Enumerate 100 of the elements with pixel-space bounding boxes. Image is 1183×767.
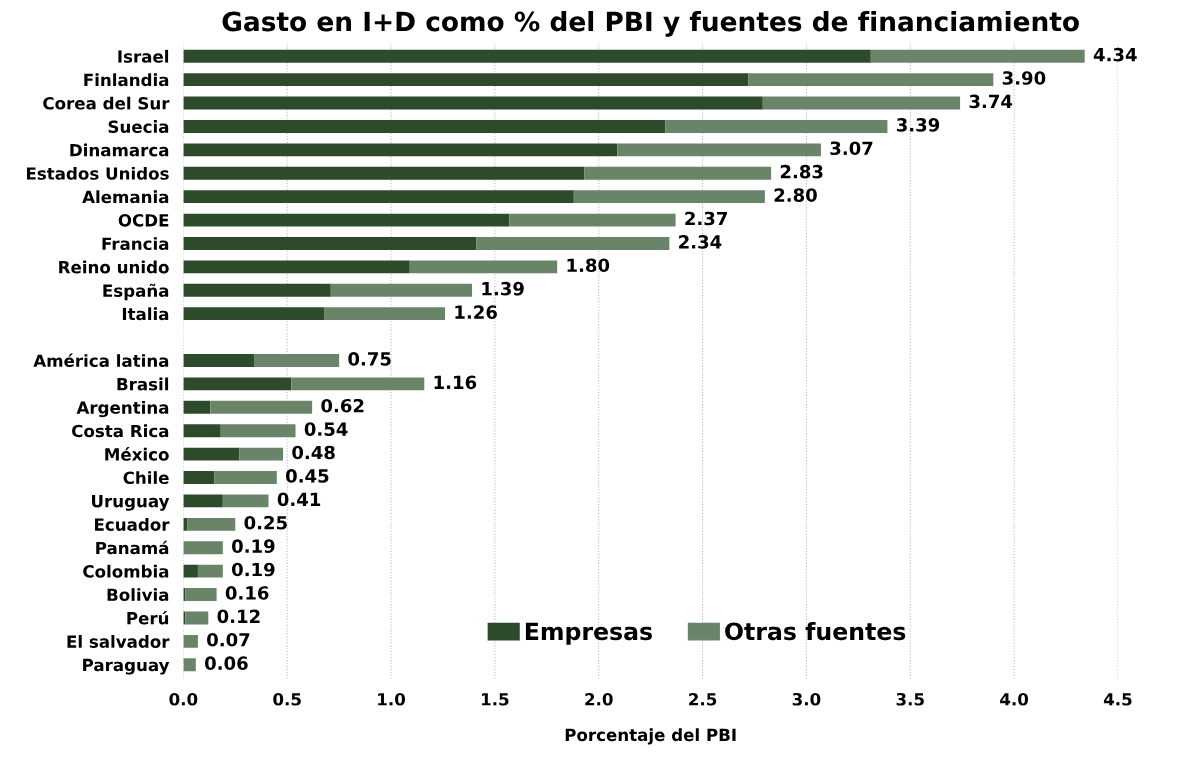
y-tick-label: Finlandia — [84, 73, 169, 87]
y-tick-label: América latina — [33, 353, 169, 368]
bar — [584, 166, 772, 180]
bar — [185, 611, 209, 625]
bar — [183, 400, 211, 414]
bar — [183, 377, 292, 391]
y-tick-label: Panamá — [96, 540, 169, 555]
x-tick-label: 0.0 — [169, 692, 198, 706]
bar — [573, 190, 765, 204]
y-tick-label: Corea del Sur — [43, 96, 170, 110]
x-tick-label: 1.5 — [482, 693, 509, 706]
chart-title: Gasto en I+D como % del PBI y fuentes de financiamiento — [222, 11, 1079, 37]
bar — [183, 166, 585, 180]
bar — [183, 541, 223, 555]
bar — [183, 494, 223, 508]
bar — [253, 354, 340, 367]
legend-label: Empresas — [525, 622, 652, 645]
y-tick-label: Estados Unidos — [26, 166, 169, 180]
x-tick-label: 4.0 — [1000, 692, 1029, 706]
y-tick-label: El salvador — [67, 635, 170, 648]
total-label: 1.16 — [434, 375, 477, 390]
y-tick-label: Brasil — [117, 377, 169, 391]
bar — [183, 517, 188, 531]
total-label: 0.41 — [277, 492, 321, 507]
bar — [617, 143, 821, 157]
total-label: 3.07 — [830, 141, 873, 156]
bar — [476, 237, 670, 250]
total-label: 2.83 — [780, 164, 823, 179]
x-axis-title: Porcentaje del PBI — [565, 728, 736, 745]
bar — [183, 283, 331, 297]
bar — [762, 96, 961, 110]
bar — [197, 564, 223, 578]
total-label: 1.39 — [482, 281, 524, 296]
total-label: 0.19 — [232, 539, 275, 553]
bar — [183, 190, 574, 204]
total-label: 2.37 — [685, 211, 727, 226]
bar — [183, 96, 763, 110]
x-tick-label: 4.5 — [1103, 693, 1132, 706]
y-tick-label: Perú — [127, 610, 169, 625]
total-label: 0.25 — [244, 515, 287, 530]
bar — [239, 447, 284, 461]
bar — [183, 424, 221, 438]
y-tick-label: México — [105, 447, 169, 461]
bar — [183, 120, 666, 133]
y-tick-label: Reino unido — [59, 260, 169, 274]
bar — [220, 424, 296, 438]
bar — [183, 634, 198, 648]
total-label: 0.54 — [304, 422, 348, 436]
y-tick-label: Bolivia — [107, 588, 169, 602]
total-label: 1.26 — [455, 305, 497, 319]
bar — [214, 471, 277, 484]
x-tick-label: 0.5 — [273, 692, 301, 706]
x-tick-label: 3.5 — [896, 692, 924, 706]
bar — [748, 73, 994, 87]
total-label: 4.34 — [1093, 47, 1137, 62]
bar — [330, 283, 473, 297]
y-tick-label: España — [103, 283, 169, 301]
y-tick-label: Suecia — [108, 120, 169, 134]
x-tick-label: 2.0 — [585, 692, 613, 706]
bar — [509, 213, 676, 227]
y-tick-label: Israel — [118, 49, 169, 63]
total-label: 2.80 — [774, 188, 817, 202]
total-label: 0.75 — [348, 352, 391, 366]
bar — [183, 213, 510, 227]
y-tick-label: Paraguay — [83, 658, 170, 675]
bar — [185, 588, 217, 601]
bar — [291, 377, 425, 391]
bar — [183, 307, 325, 321]
y-tick-label: Costa Rica — [72, 424, 169, 438]
bar — [183, 260, 410, 274]
x-tick-label: 3.0 — [792, 692, 821, 706]
bar — [409, 260, 558, 274]
total-label: 1.80 — [567, 258, 610, 273]
bar — [183, 471, 215, 484]
bar — [183, 564, 198, 578]
y-tick-label: Uruguay — [92, 495, 170, 511]
bar — [665, 120, 888, 133]
bar — [183, 143, 618, 157]
bar — [183, 447, 240, 461]
total-label: 0.07 — [207, 632, 250, 647]
y-tick-label: Italia — [122, 307, 169, 321]
total-label: 0.16 — [225, 586, 269, 600]
bar — [183, 73, 749, 87]
total-label: 0.48 — [292, 445, 335, 460]
y-tick-label: Argentina — [76, 400, 169, 418]
bar — [870, 49, 1085, 63]
bar — [210, 400, 313, 414]
x-tick-label: 1.0 — [378, 692, 406, 706]
total-label: 0.19 — [232, 562, 275, 577]
bar — [183, 49, 871, 63]
total-label: 3.74 — [969, 94, 1013, 109]
y-tick-label: Francia — [102, 237, 169, 251]
total-label: 3.39 — [896, 118, 940, 132]
x-tick-label: 2.5 — [689, 692, 717, 706]
bar — [187, 517, 236, 531]
bar — [222, 494, 269, 508]
bar — [324, 307, 446, 321]
total-label: 0.06 — [205, 656, 248, 670]
y-tick-label: Alemania — [82, 190, 169, 204]
bar — [183, 354, 254, 367]
